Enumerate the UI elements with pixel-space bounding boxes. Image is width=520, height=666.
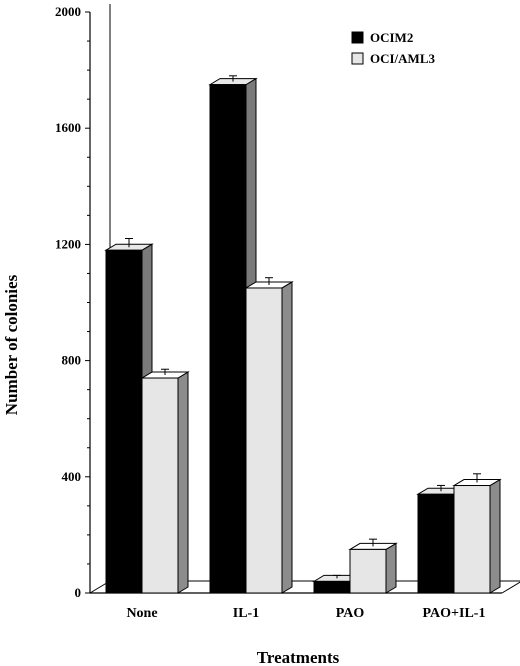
legend: OCIM2 OCI/AML3 — [351, 30, 436, 66]
bar-front — [141, 377, 179, 594]
y-axis-ticks: 0 400 800 1200 1600 2000 — [55, 4, 90, 600]
legend-swatch — [351, 31, 364, 44]
y-tick-label: 1600 — [55, 120, 81, 135]
bar-il-1-oci-aml3 — [244, 277, 294, 594]
legend-swatch — [351, 52, 364, 65]
category-label: None — [126, 606, 157, 621]
y-tick-label: 400 — [62, 469, 82, 484]
bar-front — [105, 249, 143, 594]
bar-front — [453, 485, 491, 594]
y-tick-label: 0 — [75, 585, 82, 600]
bar-front — [417, 493, 455, 594]
category-label: IL-1 — [233, 606, 259, 621]
bar-side — [385, 542, 397, 594]
y-tick-label: 2000 — [55, 4, 81, 19]
legend-label: OCIM2 — [370, 30, 413, 45]
floor-right-edge — [501, 581, 520, 594]
legend-label: OCI/AML3 — [370, 51, 436, 66]
bar-side — [489, 478, 501, 594]
category-labels: None IL-1 PAO PAO+IL-1 — [126, 606, 485, 621]
bar-side — [177, 371, 189, 594]
bar-front — [313, 580, 351, 594]
bar-front — [245, 287, 283, 594]
x-axis-title: Treatments — [257, 648, 340, 666]
y-tick-label: 800 — [62, 353, 82, 368]
bar-front — [349, 548, 387, 594]
category-label: PAO — [336, 606, 365, 621]
bar-front — [209, 84, 247, 594]
y-tick-label: 1200 — [55, 236, 81, 251]
bars — [104, 75, 502, 594]
bar-pao-oci-aml3 — [348, 538, 398, 594]
bar-side — [281, 281, 293, 594]
bar-none-oci-aml3 — [140, 368, 190, 594]
bar-pao-il-1-oci-aml3 — [452, 473, 502, 594]
y-axis-title: Number of colonies — [2, 274, 21, 415]
category-label: PAO+IL-1 — [423, 606, 486, 621]
